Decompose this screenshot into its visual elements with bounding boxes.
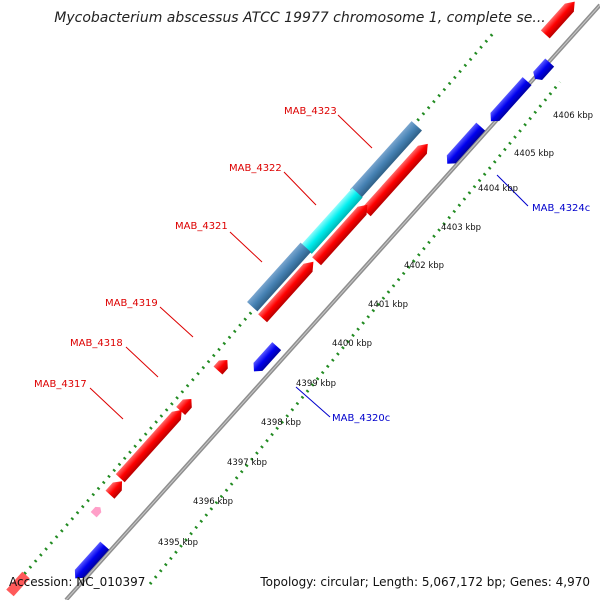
- highlight-block-mab-4323[interactable]: [350, 121, 422, 199]
- highlight-block-mab-4321[interactable]: [247, 242, 311, 312]
- scale-label-4397: 4397 kbp: [227, 458, 267, 468]
- leader-line-mab-4319: [159, 306, 194, 338]
- gene-arrow-mab-4324c-a[interactable]: [443, 122, 486, 168]
- gene-label-mab-4320c[interactable]: MAB_4320c: [332, 413, 390, 424]
- leader-line-mab-4323: [337, 114, 373, 149]
- accession-label: Accession: NC_010397: [9, 575, 146, 589]
- highlight-block-mab-4322[interactable]: [301, 188, 363, 254]
- gene-arrow-mab-4320c[interactable]: [249, 342, 282, 375]
- topology-label: Topology: circular; Length: 5,067,172 bp…: [260, 575, 590, 589]
- gene-marker-pink[interactable]: [90, 505, 104, 518]
- leader-line-mab-4317: [89, 387, 124, 420]
- scale-label-4400: 4400 kbp: [332, 339, 372, 349]
- scale-label-4396: 4396 kbp: [193, 497, 233, 507]
- gene-arrow-mab-4324c-b[interactable]: [486, 77, 532, 125]
- gene-label-mab-4317[interactable]: MAB_4317: [34, 379, 87, 390]
- gene-arrow-mab-4317[interactable]: [115, 406, 186, 483]
- map-title: Mycobacterium abscessus ATCC 19977 chrom…: [54, 10, 546, 26]
- scale-label-4401: 4401 kbp: [368, 300, 408, 310]
- gene-label-mab-4323[interactable]: MAB_4323: [284, 106, 337, 117]
- gene-arrow-top-right[interactable]: [540, 0, 579, 39]
- gene-arrow-small-lower[interactable]: [105, 477, 127, 499]
- scale-label-4405: 4405 kbp: [514, 149, 554, 159]
- scale-label-4395: 4395 kbp: [158, 538, 198, 548]
- leader-line-mab-4318: [125, 346, 159, 378]
- gene-label-mab-4319[interactable]: MAB_4319: [105, 298, 158, 309]
- scale-label-4398: 4398 kbp: [261, 418, 301, 428]
- gene-arrow-mab-4319[interactable]: [213, 356, 232, 375]
- gene-label-mab-4324c[interactable]: MAB_4324c: [532, 203, 590, 214]
- gene-arrow-mab-4322[interactable]: [312, 201, 372, 266]
- grid-track-lower: [148, 81, 562, 585]
- scale-label-4406: 4406 kbp: [553, 111, 593, 121]
- gene-arrow-mab-4318[interactable]: [176, 395, 196, 415]
- gene-arrow-bottom-left-partial[interactable]: [6, 571, 30, 597]
- scale-label-4404: 4404 kbp: [478, 184, 518, 194]
- gene-arrow-mab-4323[interactable]: [361, 140, 432, 217]
- leader-line-mab-4321: [229, 231, 263, 263]
- scale-label-4399: 4399 kbp: [296, 379, 336, 389]
- gene-label-mab-4322[interactable]: MAB_4322: [229, 163, 282, 174]
- gene-arrow-mab-4324c-c[interactable]: [531, 58, 555, 83]
- leader-line-mab-4324c: [496, 174, 529, 207]
- leader-line-mab-4322: [283, 171, 317, 206]
- gene-arrow-bottom-blue[interactable]: [71, 541, 110, 583]
- gene-label-mab-4318[interactable]: MAB_4318: [70, 338, 123, 349]
- gene-label-mab-4321[interactable]: MAB_4321: [175, 221, 228, 232]
- leader-line-mab-4320c: [295, 386, 331, 418]
- scale-label-4403: 4403 kbp: [441, 223, 481, 233]
- gene-arrow-mab-4321[interactable]: [258, 258, 318, 323]
- scale-label-4402: 4402 kbp: [404, 261, 444, 271]
